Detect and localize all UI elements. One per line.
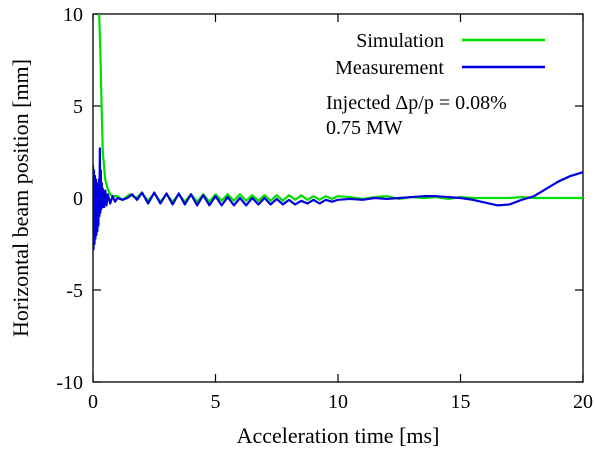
annotation-power: 0.75 MW bbox=[326, 117, 403, 139]
legend: Simulation Measurement bbox=[335, 30, 545, 79]
annotations: Injected Δp/p = 0.08% 0.75 MW bbox=[326, 92, 507, 139]
y-tick-label: -5 bbox=[66, 280, 83, 302]
x-tick-label: 10 bbox=[328, 391, 348, 413]
legend-label-simulation: Simulation bbox=[356, 30, 444, 52]
series-layer bbox=[93, 14, 583, 251]
y-tick-label: 10 bbox=[63, 4, 83, 26]
series-line-measurement bbox=[93, 147, 583, 251]
x-axis-label: Acceleration time [ms] bbox=[237, 423, 440, 448]
x-axis-ticks: 0 5 10 15 20 bbox=[88, 14, 593, 413]
x-tick-label: 0 bbox=[88, 391, 98, 413]
annotation-injected: Injected Δp/p = 0.08% bbox=[326, 92, 507, 114]
y-tick-label: 5 bbox=[73, 96, 83, 118]
x-tick-label: 20 bbox=[573, 391, 593, 413]
x-tick-label: 5 bbox=[211, 391, 221, 413]
y-tick-label: 0 bbox=[73, 188, 83, 210]
x-tick-label: 15 bbox=[451, 391, 471, 413]
y-axis-label: Horizontal beam position [mm] bbox=[8, 59, 33, 337]
y-tick-label: -10 bbox=[56, 372, 83, 394]
y-axis-ticks: 10 5 0 -5 -10 bbox=[56, 4, 583, 394]
legend-label-measurement: Measurement bbox=[335, 57, 444, 79]
